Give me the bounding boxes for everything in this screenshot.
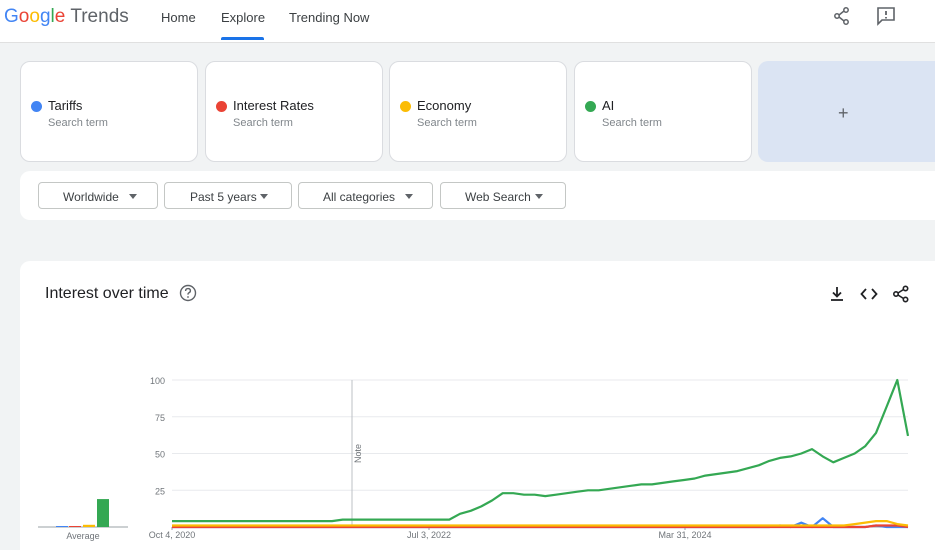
- add-comparison-button[interactable]: [758, 61, 935, 162]
- average-bar-interest-rates: [69, 526, 81, 527]
- color-dot-icon: [585, 101, 596, 112]
- share-icon[interactable]: [832, 6, 852, 26]
- series-line-ai: [172, 378, 910, 523]
- x-tick-label: Jul 3, 2022: [407, 530, 451, 540]
- term-subtitle: Search term: [233, 117, 293, 129]
- average-label: Average: [66, 531, 99, 541]
- search-type-filter-label: Web Search: [465, 190, 531, 204]
- region-filter-label: Worldwide: [63, 190, 119, 204]
- nav-trending-now[interactable]: Trending Now: [289, 10, 370, 25]
- x-tick-label: Mar 31, 2024: [658, 530, 711, 540]
- color-dot-icon: [400, 101, 411, 112]
- download-icon[interactable]: [828, 285, 846, 303]
- color-dot-icon: [216, 101, 227, 112]
- nav-home[interactable]: Home: [161, 10, 196, 25]
- term-name: Interest Rates: [233, 98, 314, 113]
- region-filter[interactable]: Worldwide: [38, 182, 158, 209]
- nav-active-indicator: [221, 37, 264, 40]
- y-tick-label: 100: [150, 376, 165, 386]
- category-filter[interactable]: All categories: [298, 182, 433, 209]
- color-dot-icon: [31, 101, 42, 112]
- google-trends-logo[interactable]: Google Trends: [4, 6, 129, 27]
- x-tick-label: Oct 4, 2020: [149, 530, 196, 540]
- feedback-icon[interactable]: [876, 6, 896, 26]
- term-subtitle: Search term: [48, 117, 108, 129]
- y-tick-label: 75: [155, 413, 165, 423]
- category-filter-label: All categories: [323, 190, 396, 204]
- y-tick-label: 50: [155, 450, 165, 460]
- share-icon[interactable]: [892, 285, 910, 303]
- term-subtitle: Search term: [602, 117, 662, 129]
- caret-down-icon: [535, 194, 543, 199]
- term-subtitle: Search term: [417, 117, 477, 129]
- series-line-interest-rates: [172, 524, 909, 529]
- term-name: Tariffs: [48, 98, 83, 113]
- term-card-economy[interactable]: Economy Search term: [389, 61, 567, 162]
- term-card-ai[interactable]: AI Search term: [574, 61, 752, 162]
- top-bar: [0, 0, 935, 43]
- series-line-economy: [172, 519, 909, 527]
- time-filter[interactable]: Past 5 years: [164, 182, 292, 209]
- embed-icon[interactable]: [860, 285, 878, 303]
- note-annotation: Note: [353, 444, 363, 463]
- average-bar-economy: [83, 524, 95, 527]
- time-filter-label: Past 5 years: [190, 190, 257, 204]
- y-tick-label: 25: [155, 486, 165, 496]
- term-name: AI: [602, 98, 615, 113]
- interest-over-time-panel: [20, 261, 935, 550]
- caret-down-icon: [260, 194, 268, 199]
- average-bar-tariffs: [56, 526, 68, 527]
- caret-down-icon: [129, 194, 137, 199]
- term-name: Economy: [417, 98, 472, 113]
- chart-title: Interest over time: [45, 285, 169, 302]
- caret-down-icon: [405, 194, 413, 199]
- nav-explore[interactable]: Explore: [221, 10, 266, 25]
- average-bar-ai: [97, 499, 109, 527]
- term-card-interest-rates[interactable]: Interest Rates Search term: [205, 61, 383, 162]
- plus-icon[interactable]: +: [838, 103, 849, 123]
- help-icon[interactable]: [179, 284, 197, 302]
- search-type-filter[interactable]: Web Search: [440, 182, 566, 209]
- term-card-tariffs[interactable]: Tariffs Search term: [20, 61, 198, 162]
